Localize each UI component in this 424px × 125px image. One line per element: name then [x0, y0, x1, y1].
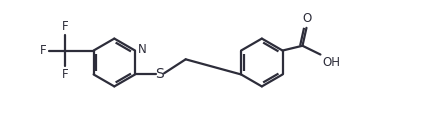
Text: F: F [40, 44, 47, 57]
Text: F: F [61, 68, 68, 82]
Text: S: S [155, 68, 164, 82]
Text: O: O [303, 12, 312, 25]
Text: N: N [138, 43, 147, 56]
Text: F: F [61, 20, 68, 33]
Text: OH: OH [322, 56, 340, 69]
